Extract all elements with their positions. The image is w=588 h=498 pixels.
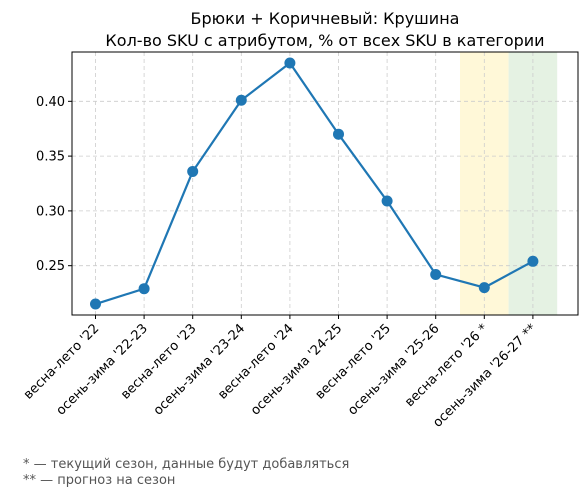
x-tick-label: весна-лето '26 * [402, 321, 491, 410]
plot-series [90, 57, 539, 310]
series-line [95, 61, 534, 306]
data-point [235, 94, 247, 106]
y-axis: 0.25 0.30 0.35 0.40 [36, 95, 72, 274]
data-point [333, 128, 344, 140]
data-point [478, 282, 490, 294]
data-point [187, 165, 199, 177]
footnote-current-season: * — текущий сезон, данные будут добавлят… [23, 457, 350, 472]
highlight-band-1 [508, 52, 558, 315]
x-tick-label: осень-зима '23-24 [151, 321, 248, 418]
y-tick-label: 0.40 [36, 95, 65, 110]
data-point [284, 57, 296, 69]
chart-title-line-1: Брюки + Коричневый: Крушина [191, 9, 460, 28]
data-point [90, 298, 101, 310]
data-point [430, 268, 442, 280]
y-tick-label: 0.35 [36, 150, 65, 165]
footnote-forecast: ** — прогноз на сезон [23, 473, 176, 488]
data-point [381, 195, 393, 207]
x-tick-label: осень-зима '25-26 [345, 321, 442, 418]
y-tick-label: 0.30 [36, 204, 65, 219]
chart-title-line-2: Кол-во SKU с атрибутом, % от всех SKU в … [105, 31, 544, 50]
x-tick-label: осень-зима '24-25 [248, 321, 345, 418]
y-tick-label: 0.25 [36, 259, 65, 274]
plot-frame [71, 51, 579, 316]
data-point [138, 283, 150, 295]
data-point [527, 255, 539, 267]
x-tick-label: осень-зима '22-23 [54, 321, 151, 418]
highlight-band-0 [460, 52, 509, 315]
